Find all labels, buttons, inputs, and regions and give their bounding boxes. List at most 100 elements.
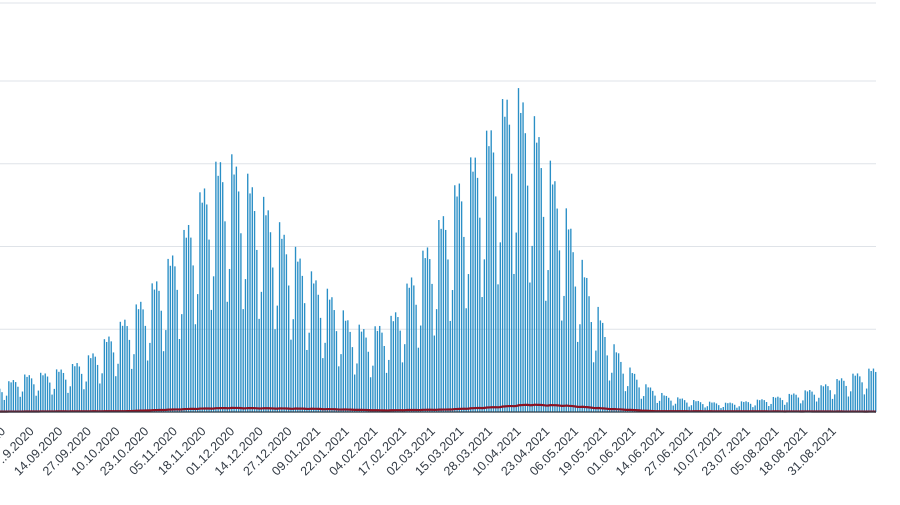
bar [718,405,720,412]
bar [729,402,731,412]
bar [354,374,356,412]
bar [294,246,297,412]
bar [551,184,554,412]
bar [472,171,474,412]
bar [121,325,124,412]
bar [105,341,108,412]
bar [392,321,395,412]
bar [861,382,863,412]
bar [724,402,727,412]
bar [199,192,201,412]
bar [822,386,825,412]
bar [727,403,729,412]
bar [542,216,545,412]
bar [137,309,140,412]
bar [419,325,422,412]
bar [488,146,490,412]
bar [80,373,83,412]
bar [156,281,158,412]
bar [843,380,845,412]
bar [358,324,360,412]
bar [652,390,654,412]
bar [804,390,806,412]
bar [404,344,406,412]
bar [431,283,433,412]
bar [301,275,304,412]
bar [445,229,447,412]
x-tick-label: ..20 [0,424,8,449]
bar [151,283,153,412]
bar [231,154,233,413]
bar [342,310,344,412]
bar [622,373,624,412]
bar [335,331,338,412]
bar [117,363,119,412]
bar [868,368,870,412]
bar [37,390,40,412]
bar [754,405,756,412]
bar [288,285,290,412]
bar [60,369,62,412]
bar [733,404,736,412]
bar [142,309,144,412]
bar [8,381,10,412]
bar [583,277,586,412]
bar [51,394,53,412]
bar [146,360,149,412]
bar [540,168,542,412]
bar [799,403,802,412]
bar [640,398,643,412]
bar [595,350,597,412]
bar [33,384,35,412]
bar [372,365,374,412]
bar [417,347,420,412]
bar [545,300,547,412]
bar [786,402,788,412]
bar [258,318,260,412]
bar [260,291,263,412]
bar [683,400,686,412]
bar [385,372,388,412]
bar [761,399,763,412]
bar [276,305,278,412]
bar [10,382,12,412]
bar [474,157,476,412]
bar [365,337,367,412]
bar [408,287,410,412]
bar [809,390,811,412]
bar [747,402,749,412]
bar [181,314,183,412]
bar [235,166,238,412]
bar [283,234,285,412]
bar [153,289,156,412]
bar [606,355,608,412]
bar [310,271,313,412]
bar [510,173,513,412]
bar [251,187,253,412]
bar [65,379,67,412]
bar [212,276,215,412]
bar [504,116,506,412]
bar [169,265,172,412]
bar [46,376,49,412]
bar [840,378,843,412]
bar [711,402,713,412]
bar [162,351,165,412]
bar [497,284,499,412]
bar [515,232,517,412]
bar [333,310,335,412]
bar [297,261,299,412]
bar [508,124,511,412]
bar [53,388,56,412]
bar [656,402,658,412]
bar [556,208,558,412]
bar [433,335,435,412]
bar [485,130,488,412]
bar [194,324,197,412]
bar [770,403,772,412]
bar [262,196,265,412]
bar [693,400,695,412]
bar [197,294,199,412]
bar [665,395,668,412]
